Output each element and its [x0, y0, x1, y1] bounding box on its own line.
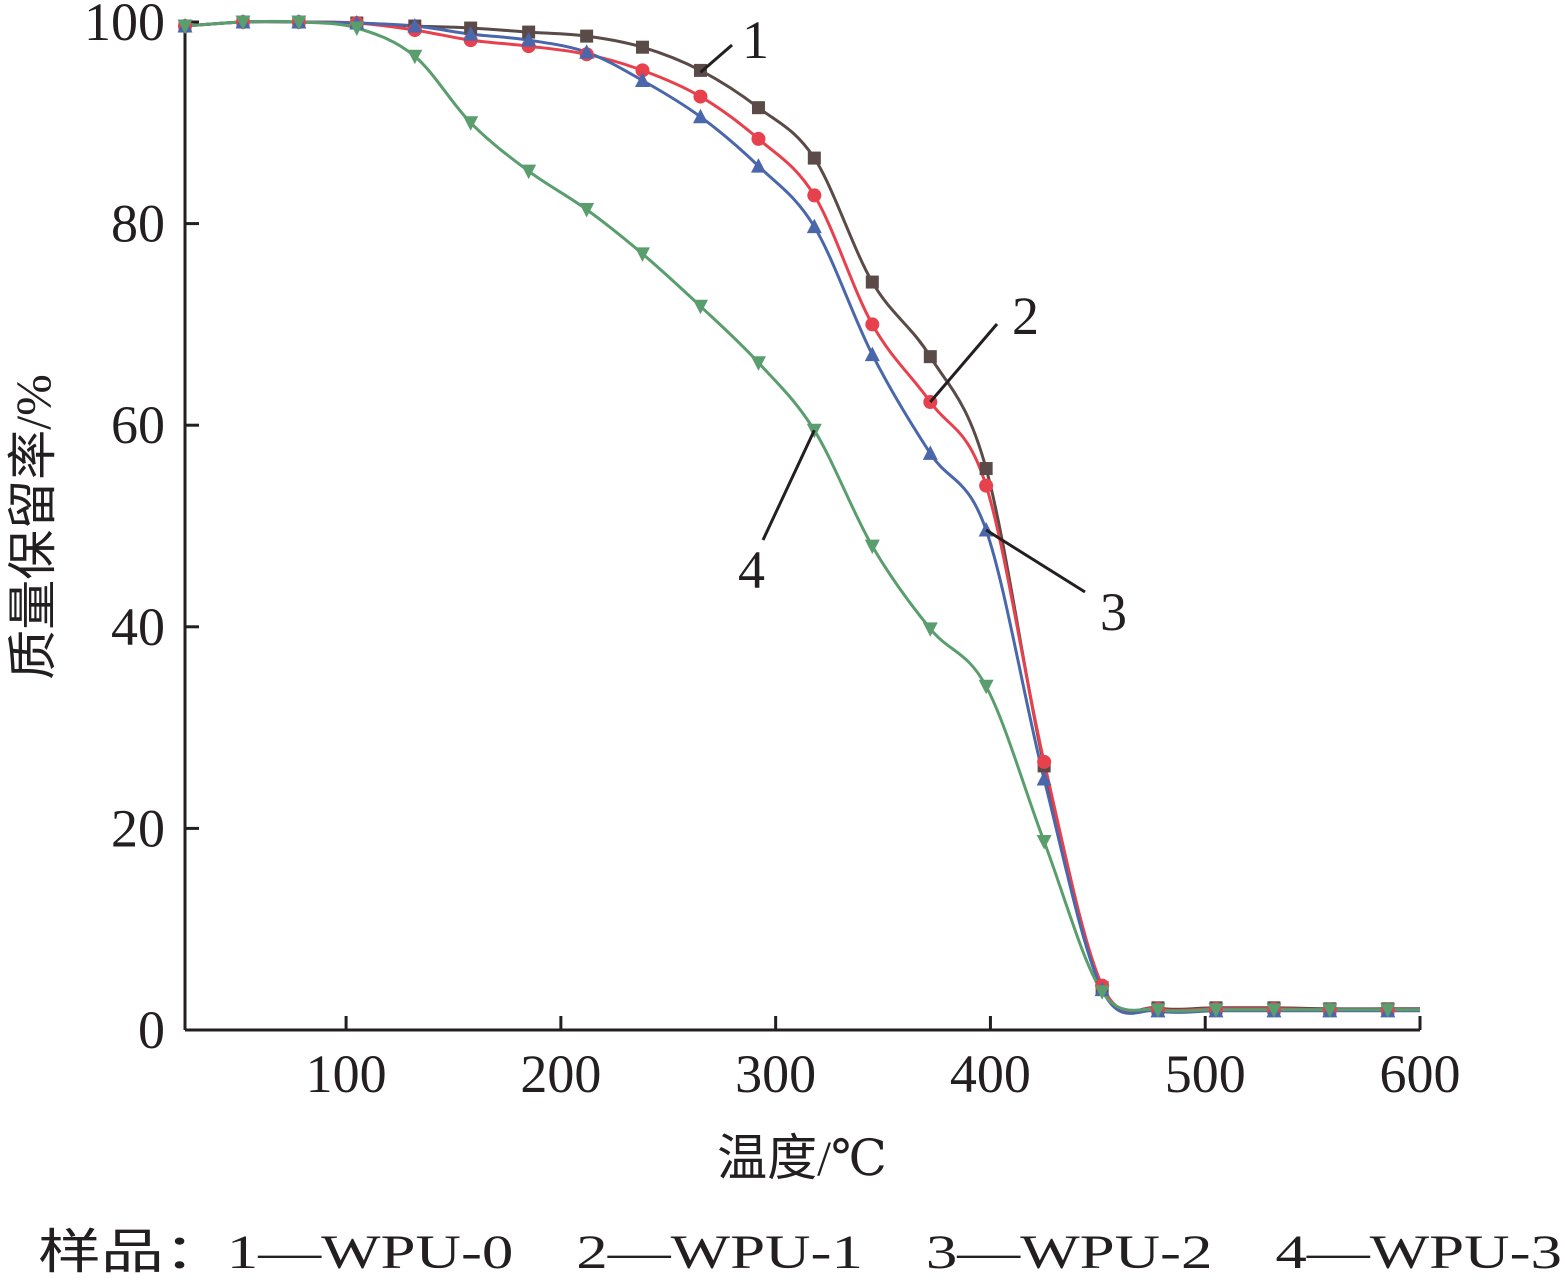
marker-s4-15	[1036, 835, 1052, 850]
callout-label-1: 1	[742, 10, 769, 70]
marker-s1-9	[693, 63, 707, 77]
marker-s3-4	[407, 18, 423, 33]
marker-s2-9	[693, 89, 708, 104]
series-line-2	[184, 20, 1420, 1013]
series-line-4	[184, 19, 1420, 1013]
series-line-3	[184, 20, 1420, 1015]
marker-s4-21	[1380, 1003, 1396, 1018]
plot-frame	[183, 22, 1420, 1032]
marker-s4-20	[1322, 1003, 1338, 1018]
x-tick-label-200: 200	[520, 1044, 601, 1104]
legend: 样品：1—WPU-0 2—WPU-1 3—WPU-2 4—WPU-3	[38, 1226, 1562, 1279]
marker-s4-14	[978, 679, 994, 695]
x-tick-label-500: 500	[1165, 1044, 1246, 1104]
callout-label-3: 3	[1100, 582, 1127, 642]
x-tick-label-600: 600	[1380, 1044, 1461, 1104]
y-tick-label-100: 100	[84, 0, 165, 52]
marker-s3-8	[634, 72, 650, 87]
marker-s4-1	[235, 15, 251, 30]
y-axis-title: 质量保留率/%	[5, 374, 61, 680]
marker-s4-5	[463, 116, 479, 131]
marker-s4-13	[922, 622, 938, 637]
callouts: 1 2 3 4	[699, 10, 1127, 642]
x-tick-label-300: 300	[735, 1044, 816, 1104]
marker-s4-0	[177, 19, 193, 35]
marker-s2-14	[979, 478, 994, 493]
callout-line-3	[985, 528, 1086, 594]
marker-s4-16	[1094, 985, 1110, 1000]
marker-s2-12	[865, 317, 880, 332]
marker-s1-13	[923, 350, 937, 364]
y-tick-label-80: 80	[111, 194, 165, 254]
x-axis-title: 温度/℃	[717, 1130, 887, 1186]
x-tick-label-100: 100	[306, 1044, 387, 1104]
marker-s3-5	[463, 26, 479, 41]
callout-label-4: 4	[738, 540, 765, 600]
marker-s4-7	[579, 202, 595, 218]
callout-line-2	[929, 323, 999, 403]
y-tick-label-40: 40	[111, 597, 165, 657]
marker-s4-12	[864, 539, 880, 555]
marker-s2-11	[807, 188, 822, 203]
marker-s1-10	[751, 101, 765, 115]
marker-s3-12	[864, 346, 880, 362]
marker-s4-8	[634, 247, 650, 262]
y-axis: 0 20 40 60 80 100	[84, 0, 199, 1060]
marker-s1-11	[807, 151, 821, 165]
marker-s2-15	[1037, 754, 1052, 769]
marker-s4-3	[349, 21, 365, 37]
y-tick-label-0: 0	[138, 1000, 165, 1060]
marker-s3-10	[750, 158, 766, 173]
marker-s3-11	[806, 218, 822, 234]
marker-s4-10	[750, 356, 766, 371]
marker-s4-19	[1266, 1003, 1282, 1018]
marker-s3-13	[922, 445, 938, 460]
series-markers	[177, 14, 1396, 1018]
marker-s4-2	[291, 15, 307, 30]
marker-s4-9	[692, 299, 708, 315]
y-tick-label-60: 60	[111, 395, 165, 455]
marker-s3-7	[579, 44, 595, 59]
marker-s1-14	[979, 462, 993, 476]
marker-s4-17	[1150, 1003, 1166, 1018]
marker-s1-6	[522, 25, 536, 39]
marker-s3-6	[521, 32, 537, 47]
callout-line-1	[699, 43, 733, 74]
series-lines	[184, 19, 1420, 1015]
series-line-1	[184, 20, 1420, 1014]
marker-s3-15	[1036, 771, 1052, 786]
marker-s4-6	[521, 164, 537, 180]
callout-line-4	[761, 429, 816, 541]
marker-s3-9	[692, 108, 708, 124]
marker-s1-12	[865, 275, 879, 289]
marker-s4-4	[407, 49, 423, 65]
x-tick-label-400: 400	[950, 1044, 1031, 1104]
marker-s2-10	[751, 131, 766, 146]
marker-s1-7	[580, 29, 594, 43]
y-tick-label-20: 20	[111, 798, 165, 858]
marker-s1-8	[635, 40, 649, 54]
marker-s4-18	[1208, 1003, 1224, 1018]
x-axis: 100 200 300 400 500 600	[306, 1016, 1461, 1104]
callout-label-2: 2	[1012, 286, 1039, 346]
marker-s2-8	[635, 63, 650, 78]
